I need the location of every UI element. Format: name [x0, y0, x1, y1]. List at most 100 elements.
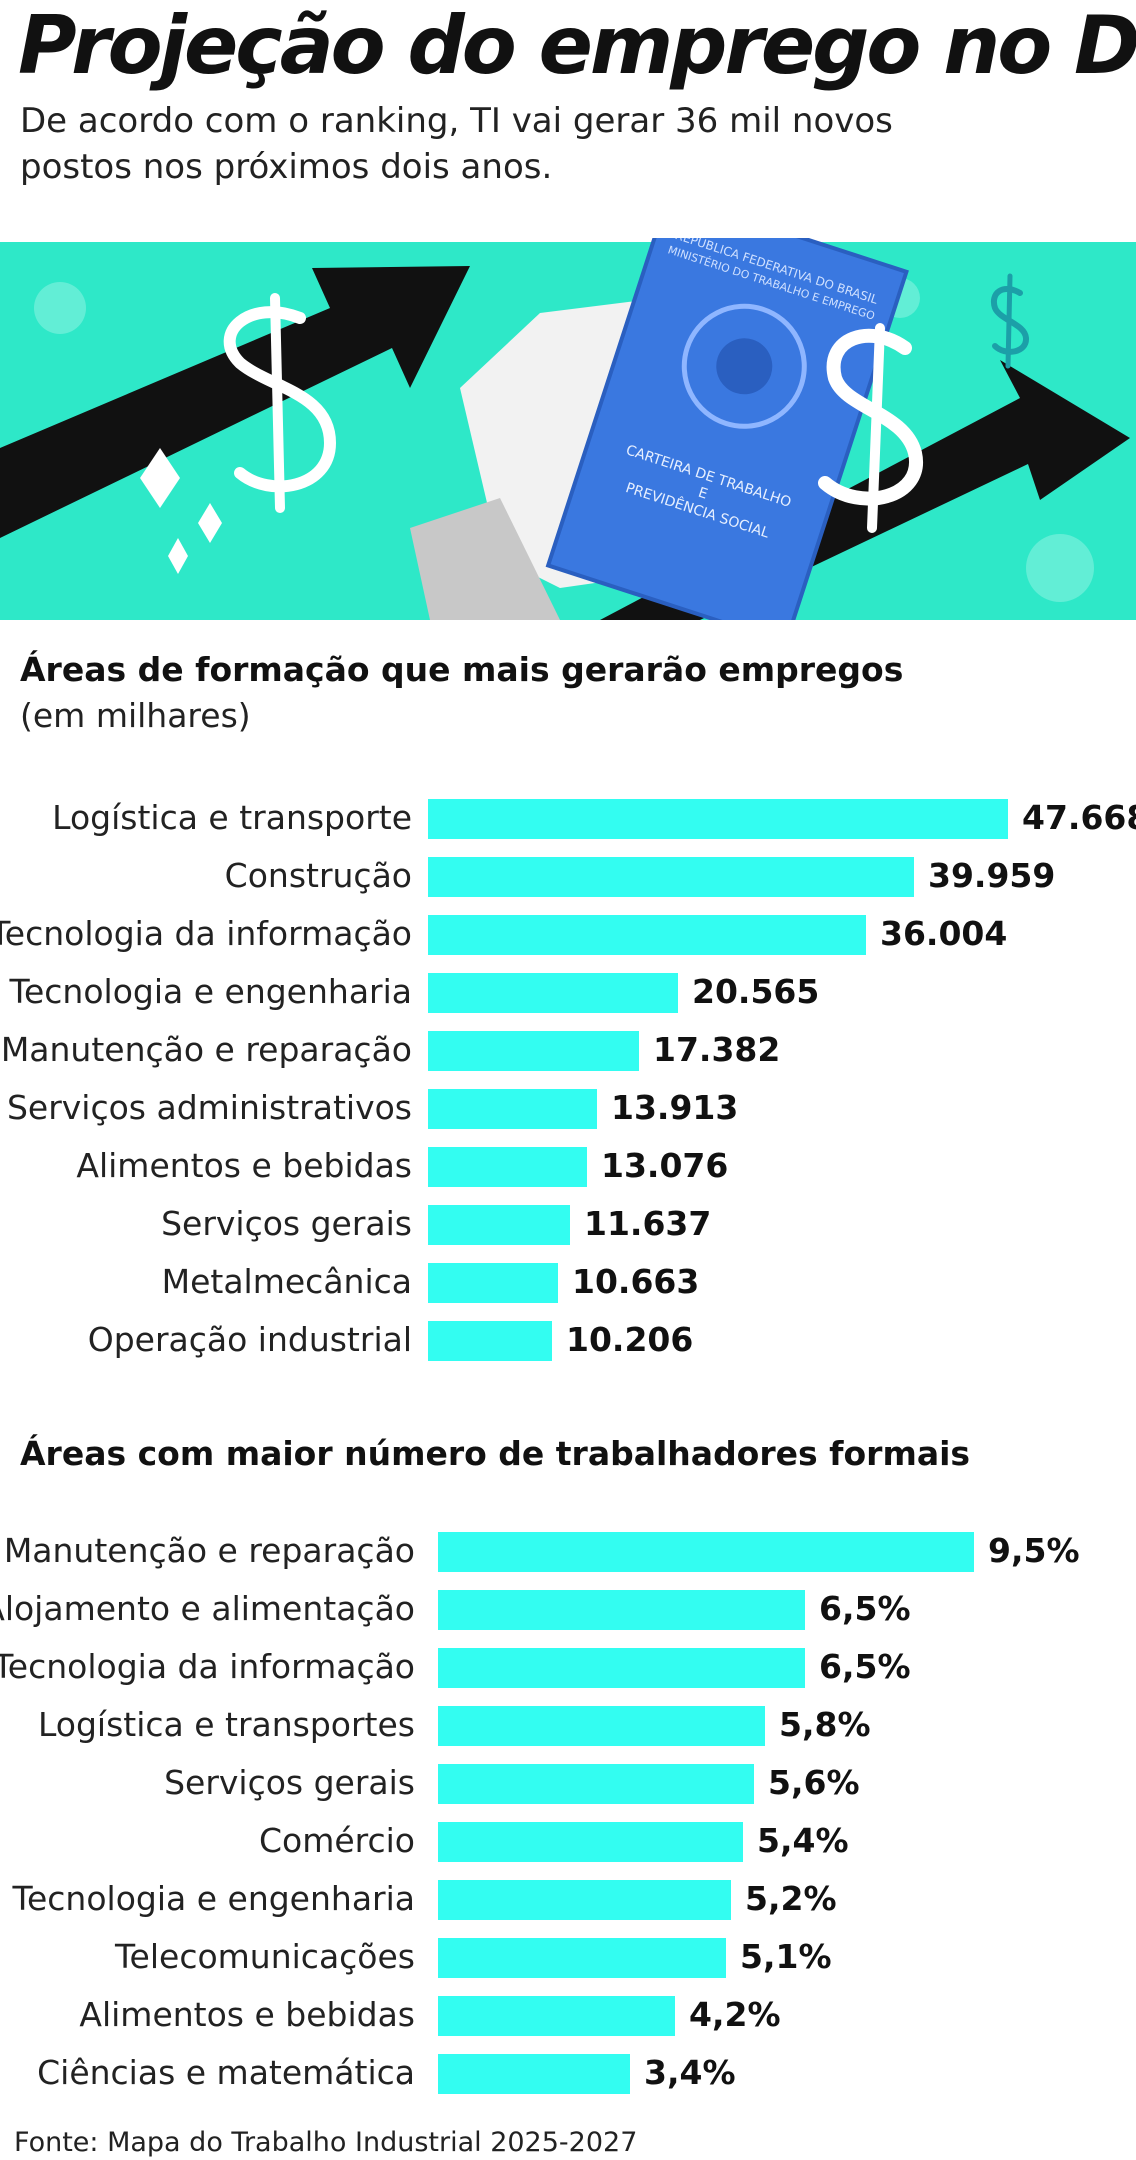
bar-row: Logística e transporte 47.668	[0, 789, 1136, 847]
category-label: Operação industrial	[87, 1320, 412, 1359]
category-label: Alojamento e alimentação	[0, 1589, 415, 1628]
bar-row: Logística e transportes 5,8%	[0, 1696, 1136, 1754]
category-label-box: Manutenção e reparação	[0, 1021, 412, 1079]
bar-value-label: 4,2%	[689, 1995, 781, 2034]
chart2-title: Áreas com maior número de trabalhadores …	[20, 1434, 971, 1473]
bar-row: Alimentos e bebidas 13.076	[0, 1137, 1136, 1195]
bar	[438, 1938, 726, 1978]
bar-value-label: 36.004	[880, 914, 1008, 953]
category-label-box: Logística e transporte	[0, 789, 412, 847]
category-label: Serviços gerais	[164, 1763, 415, 1802]
category-label-box: Comércio	[0, 1812, 415, 1870]
category-label: Tecnologia e engenharia	[9, 972, 412, 1011]
category-label-box: Serviços gerais	[0, 1195, 412, 1253]
bar-value-label: 17.382	[653, 1030, 781, 1069]
category-label-box: Tecnologia da informação	[0, 1638, 415, 1696]
category-label: Tecnologia da informação	[0, 1647, 415, 1686]
chart-jobs-by-area: Logística e transporte 47.668 Construção 39…	[0, 789, 1136, 1369]
bar-row: Tecnologia e engenharia 5,2%	[0, 1870, 1136, 1928]
bar-row: Tecnologia da informação 6,5%	[0, 1638, 1136, 1696]
bar	[428, 857, 914, 897]
texture-marks	[34, 278, 1094, 602]
bar-value-label: 10.206	[566, 1320, 694, 1359]
category-label-box: Serviços gerais	[0, 1754, 415, 1812]
bar-value-label: 5,8%	[779, 1705, 871, 1744]
header-illustration: REPÚBLICA FEDERATIVA DO BRASIL MINISTÉRI…	[0, 238, 1136, 620]
bar	[438, 1880, 731, 1920]
category-label-box: Tecnologia e engenharia	[0, 963, 412, 1021]
bar-row: Serviços gerais 11.637	[0, 1195, 1136, 1253]
category-label-box: Construção	[0, 847, 412, 905]
bar	[428, 1147, 587, 1187]
category-label: Construção	[224, 856, 412, 895]
category-label: Serviços gerais	[161, 1204, 412, 1243]
category-label-box: Alimentos e bebidas	[0, 1137, 412, 1195]
bar-row: Tecnologia e engenharia 20.565	[0, 963, 1136, 1021]
sparkle-icon	[140, 448, 222, 574]
bar-row: Serviços gerais 5,6%	[0, 1754, 1136, 1812]
bar-value-label: 20.565	[692, 972, 820, 1011]
dollar-sign-icon	[223, 273, 1029, 533]
bar-value-label: 47.668	[1022, 798, 1136, 837]
chart1-subtitle: (em milhares)	[20, 696, 251, 735]
category-label-box: Metalmecânica	[0, 1253, 412, 1311]
bar	[428, 1031, 639, 1071]
category-label: Telecomunicações	[115, 1937, 415, 1976]
bar-row: Manutenção e reparação 17.382	[0, 1021, 1136, 1079]
bar-value-label: 5,6%	[768, 1763, 860, 1802]
bar	[438, 1822, 743, 1862]
bar-value-label: 13.913	[611, 1088, 739, 1127]
category-label: Logística e transportes	[37, 1705, 415, 1744]
bar-value-label: 6,5%	[819, 1589, 911, 1628]
bar-row: Ciências e matemática 3,4%	[0, 2044, 1136, 2102]
bar	[438, 1590, 805, 1630]
bar	[438, 1706, 765, 1746]
category-label: Tecnologia e engenharia	[12, 1879, 415, 1918]
category-label-box: Logística e transportes	[0, 1696, 415, 1754]
bar-value-label: 5,2%	[745, 1879, 837, 1918]
bar-value-label: 10.663	[572, 1262, 700, 1301]
bar-value-label: 3,4%	[644, 2053, 736, 2092]
bar-value-label: 13.076	[601, 1146, 729, 1185]
category-label-box: Alimentos e bebidas	[0, 1986, 415, 2044]
bar	[438, 1996, 675, 2036]
category-label-box: Manutenção e reparação	[0, 1522, 415, 1580]
bar	[428, 1263, 558, 1303]
category-label: Serviços administrativos	[6, 1088, 412, 1127]
category-label-box: Tecnologia da informação	[0, 905, 412, 963]
bar	[438, 1764, 754, 1804]
bar-row: Telecomunicações 5,1%	[0, 1928, 1136, 1986]
bar	[438, 2054, 630, 2094]
bar-row: Tecnologia da informação 36.004	[0, 905, 1136, 963]
bar	[428, 799, 1008, 839]
source-note: Fonte: Mapa do Trabalho Industrial 2025-…	[14, 2127, 638, 2158]
bar	[428, 915, 866, 955]
bar-value-label: 6,5%	[819, 1647, 911, 1686]
bar	[428, 973, 678, 1013]
category-label: Manutenção e reparação	[0, 1030, 412, 1069]
bar-row: Operação industrial 10.206	[0, 1311, 1136, 1369]
category-label-box: Telecomunicações	[0, 1928, 415, 1986]
bar	[428, 1089, 597, 1129]
category-label: Logística e transporte	[52, 798, 412, 837]
page-title: Projeção do emprego no DF	[18, 0, 1136, 92]
category-label-box: Operação industrial	[0, 1311, 412, 1369]
bar	[428, 1321, 552, 1361]
bar-value-label: 11.637	[584, 1204, 712, 1243]
bar	[438, 1648, 805, 1688]
bar-value-label: 9,5%	[988, 1531, 1080, 1570]
bar-row: Serviços administrativos 13.913	[0, 1079, 1136, 1137]
category-label-box: Ciências e matemática	[0, 2044, 415, 2102]
work-card-icon: REPÚBLICA FEDERATIVA DO BRASIL MINISTÉRI…	[545, 238, 909, 620]
bar-value-label: 5,1%	[740, 1937, 832, 1976]
category-label-box: Alojamento e alimentação	[0, 1580, 415, 1638]
bar-row: Comércio 5,4%	[0, 1812, 1136, 1870]
bar-row: Alimentos e bebidas 4,2%	[0, 1986, 1136, 2044]
category-label: Ciências e matemática	[37, 2053, 415, 2092]
category-label-box: Tecnologia e engenharia	[0, 1870, 415, 1928]
bar	[438, 1532, 974, 1572]
bar-row: Manutenção e reparação 9,5%	[0, 1522, 1136, 1580]
category-label: Comércio	[258, 1821, 415, 1860]
category-label: Metalmecânica	[161, 1262, 412, 1301]
bar-row: Construção 39.959	[0, 847, 1136, 905]
